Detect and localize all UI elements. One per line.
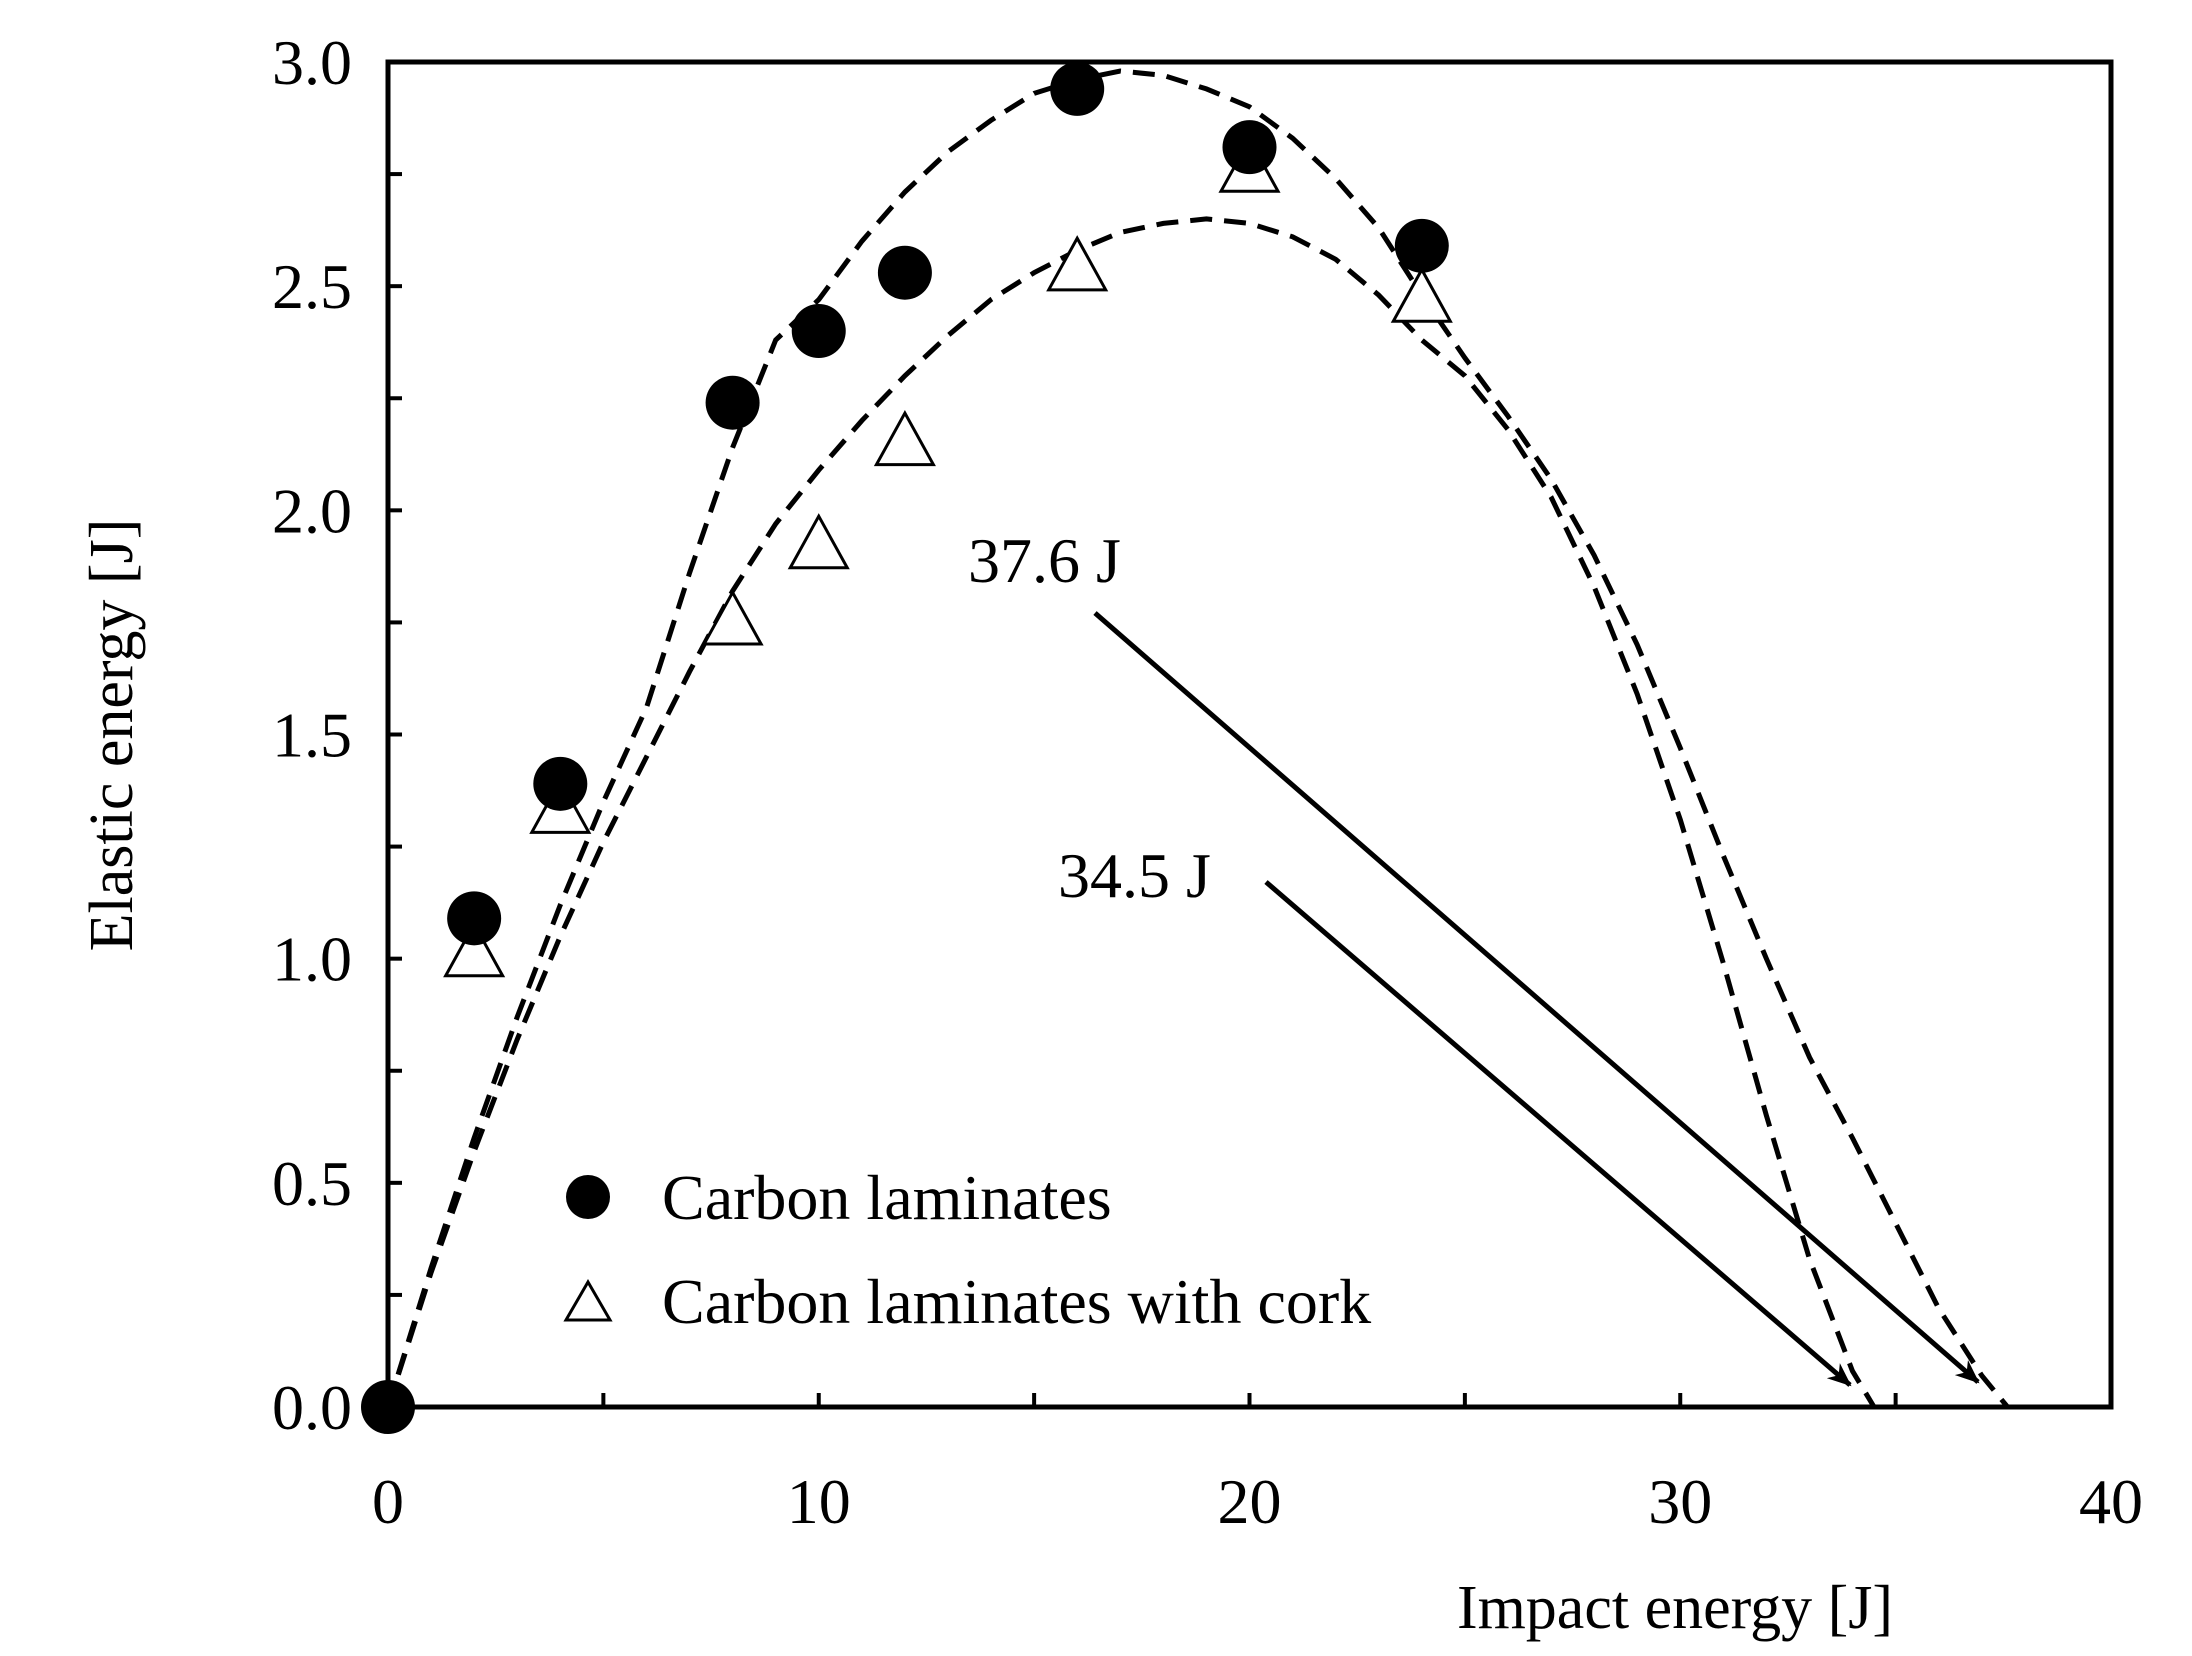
y-tick-label: 1.0 xyxy=(272,924,352,995)
tick-labels: 0 10 20 30 40 0.0 0.5 1.0 1.5 2.0 2.5 3.0 xyxy=(272,27,2143,1537)
legend-marker-carbon-laminates-with-cork xyxy=(563,1279,613,1322)
circle-point xyxy=(533,756,588,811)
fit-curve-1 xyxy=(385,68,2010,1409)
annotation-37-6-arrow xyxy=(1093,611,1980,1384)
triangle-point xyxy=(1390,266,1453,323)
annotation-37-6-label: 37.6 J xyxy=(968,525,1121,596)
y-tick-label: 1.5 xyxy=(272,700,352,771)
legend: Carbon laminates Carbon laminates with c… xyxy=(563,1162,1371,1337)
triangle-point xyxy=(873,409,936,467)
annotations: 37.6 J 34.5 J xyxy=(968,525,1980,1387)
triangle-point xyxy=(1046,235,1109,292)
x-tick-label: 10 xyxy=(787,1466,851,1537)
y-tick-label: 2.0 xyxy=(272,475,352,546)
y-tick-label: 0.5 xyxy=(272,1148,352,1219)
legend-label-carbon-laminates-with-cork: Carbon laminates with cork xyxy=(662,1266,1371,1337)
legend-marker-carbon-laminates xyxy=(566,1175,610,1219)
y-tick-label: 3.0 xyxy=(272,27,352,98)
triangle-point xyxy=(443,921,506,978)
x-tick-label: 40 xyxy=(2079,1466,2143,1537)
x-axis-label: Impact energy [J] xyxy=(1457,1574,1893,1642)
circle-point xyxy=(1394,218,1449,273)
y-axis-label: Elastic energy [J] xyxy=(78,519,146,952)
circle-point xyxy=(791,304,846,358)
plot-frame xyxy=(385,59,2114,1410)
x-tick-label: 30 xyxy=(1648,1466,1712,1537)
fit-curve-2 xyxy=(385,216,1877,1409)
x-tick-label: 0 xyxy=(372,1466,404,1537)
annotation-34-5-label: 34.5 J xyxy=(1058,840,1211,911)
circle-point xyxy=(705,375,760,430)
circle-point xyxy=(1222,120,1277,175)
y-tick-label: 0.0 xyxy=(272,1372,352,1443)
x-tick-label: 20 xyxy=(1218,1466,1282,1537)
y-tick-label: 2.5 xyxy=(272,251,352,322)
axis-ticks xyxy=(386,60,2113,1409)
circle-point xyxy=(447,891,502,946)
circle-point xyxy=(877,245,932,300)
data-markers xyxy=(361,61,1453,1434)
legend-label-carbon-laminates: Carbon laminates xyxy=(662,1162,1112,1233)
fit-curves xyxy=(385,68,2010,1409)
triangle-point xyxy=(787,513,850,570)
annotation-34-5-arrow xyxy=(1264,880,1852,1387)
triangle-point xyxy=(701,589,764,646)
circle-point xyxy=(1050,61,1105,116)
